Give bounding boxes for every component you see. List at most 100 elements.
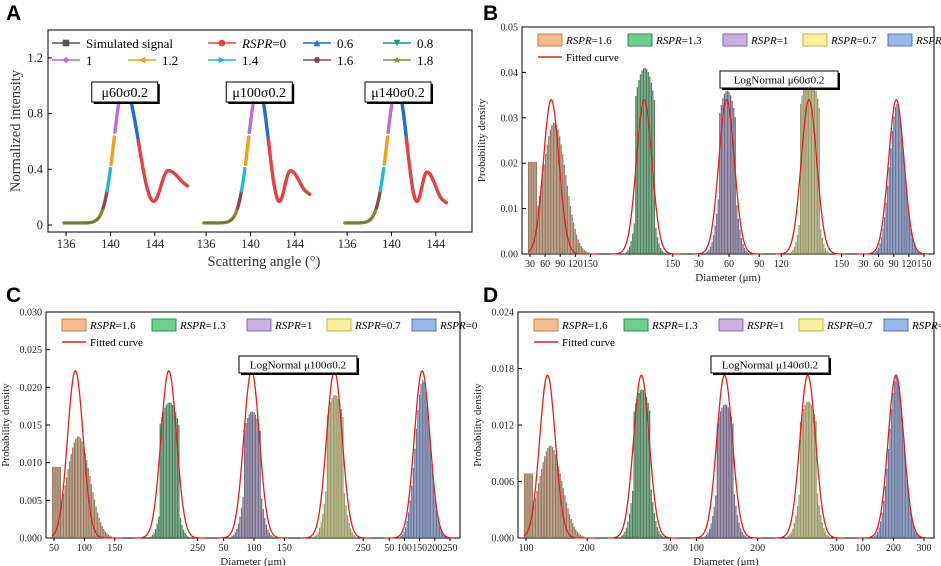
legend-label: 1.8 [417,53,433,68]
x-tick-label: 250 [443,543,458,554]
histogram-bar [319,527,321,538]
x-tick-label: 100 [397,543,412,554]
legend-label: RSPR=1.3 [655,35,702,47]
histogram-bar [882,228,884,254]
histogram-bar [807,77,809,254]
histogram-group: 50 100 150 [217,370,292,554]
legend-label: 0.8 [417,36,433,51]
legend-item: RSPR=1.6 [61,318,136,332]
x-tick-label: 90 [555,259,565,270]
legend-swatch [151,318,177,332]
histogram-bar [58,466,60,538]
histogram-bar [103,529,105,538]
histogram-group: 300 [607,374,679,554]
histogram-group: 300 [773,374,845,554]
legend-marker [62,56,70,64]
histogram-bar [409,500,411,538]
histogram-bar [877,247,879,254]
histogram-bar [544,456,546,538]
histogram-bar [73,442,75,538]
histogram-group: 50 100 150 [49,369,123,554]
histogram-bar [250,412,252,538]
legend-marker [393,56,401,63]
histogram-bar [572,523,574,538]
histogram-bar [624,531,626,538]
histogram-bar [806,79,808,254]
histogram-bar [245,423,247,538]
histogram-bar [823,244,825,254]
histogram-bar [659,534,662,538]
signal-segment [378,166,386,193]
histogram-bar [325,491,327,538]
histogram-bar [583,249,586,254]
histogram-bar [178,424,180,538]
legend-a: Simulated signal RSPR=0 0.6 0.8 1 1.2 1.4 1.6 1.… [52,36,433,68]
histogram-bar [532,161,534,254]
histogram-bar [641,389,643,538]
box-label: LogNormal μ60σ0.2 [734,75,825,87]
histogram-bar [546,144,548,254]
histogram-bar [265,524,267,538]
fitted-curve [607,374,679,539]
histogram-bar [164,407,166,538]
histogram-bar [101,526,103,538]
histogram-bar [340,409,342,538]
histogram-bar [549,129,551,254]
histogram-bar [565,175,567,254]
histogram-bar [894,381,896,538]
legend-marker [218,39,226,47]
histogram-bar [731,100,733,254]
x-tick-label: 200 [427,543,442,554]
legend-item: 1 [52,53,93,68]
histogram-bar [412,468,414,538]
histogram-bar [881,512,883,538]
y-tick-label: 0.030 [20,308,43,319]
histogram-bar [900,400,902,538]
histogram-bar [719,113,721,254]
legend-item-fit: Fitted curve [538,52,619,64]
histogram-bar [633,223,635,254]
histogram-bar [726,90,729,254]
histogram-group: 30 60 90 [692,90,764,270]
legend-item-fit: Fitted curve [534,337,615,349]
x-tick-label: 144 [145,237,165,251]
histogram-bar [887,185,889,254]
legend-label: Fitted curve [562,337,615,349]
legend: RSPR=1.6 RSPR=1.3 RSPR=1 RSPR=0.7 RSPR=0 Fitt… [61,318,478,349]
histogram-bar [527,473,529,538]
signal-segment [62,205,105,225]
legend-label: RSPR=0.7 [354,320,401,332]
histogram-bar [524,473,526,538]
histogram-bar [820,229,822,254]
histogram-bar [83,446,85,538]
histogram-bar [440,530,442,538]
x-tick-label: 144 [285,237,305,251]
histogram-bar [52,466,54,538]
histogram-bar [827,536,830,538]
subplot: 136 140 144 μ140σ0.2 [336,81,458,251]
histogram-bar [744,536,746,538]
histogram-bar [906,477,908,538]
histogram-bar [435,509,438,538]
y-tick-label: 0.010 [20,458,43,469]
histogram-bar [904,168,906,254]
histogram-bar [529,161,531,254]
legend-label: Fitted curve [566,52,619,64]
histogram-bar [804,83,806,254]
histogram-bar [803,408,805,538]
histogram-bar [237,523,240,538]
histogram-bar [627,521,629,538]
histogram-bar [547,448,549,538]
legend-marker [313,39,321,47]
histogram-bar [792,250,794,254]
histogram-bar [705,534,708,538]
histogram-bar [632,233,634,254]
histogram-bar [55,466,57,538]
legend-swatch [623,318,649,332]
histogram-bar [317,531,319,538]
histogram-bar [559,136,561,254]
histogram-bar [628,513,631,538]
y-axis-title: Probability density [0,383,12,467]
y-tick-label: 0.03 [501,113,519,124]
histogram-group: 120 150 [774,77,849,270]
